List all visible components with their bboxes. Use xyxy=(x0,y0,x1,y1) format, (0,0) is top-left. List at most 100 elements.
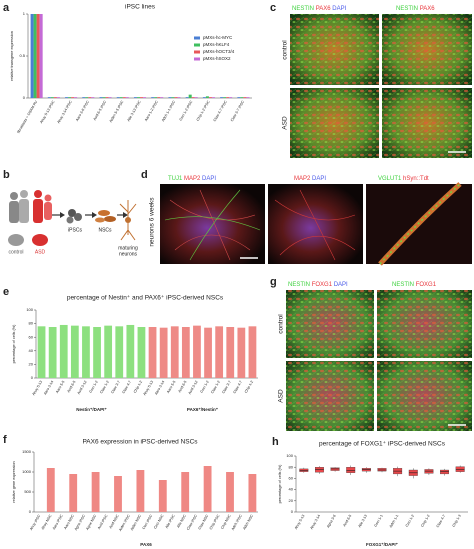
bar xyxy=(148,327,157,378)
x-tick-label: Ahoy 5-13 iPSC xyxy=(39,100,55,124)
bar xyxy=(177,97,181,98)
panel-label: h xyxy=(272,436,279,448)
person xyxy=(20,190,28,198)
bar xyxy=(205,96,209,98)
x-tick-label: Ceci 1-2 xyxy=(405,514,415,528)
x-tick-label: Aiden NSC xyxy=(130,514,143,532)
micrographs xyxy=(160,182,472,266)
group-label: Nestin⁺/DAPI⁺ xyxy=(76,407,107,412)
x-tick-label: Claw 1-2 xyxy=(99,380,110,394)
chart-title: percentage of FOXG1⁺ iPSC-derived NSCs xyxy=(319,441,446,448)
bar xyxy=(237,327,246,378)
y-tick-label: 60 xyxy=(29,334,34,339)
texture xyxy=(286,361,374,431)
chart-title: percentage of Nestin⁺ and PAX6⁺ iPSC-der… xyxy=(67,295,224,302)
stage-label: maturing xyxy=(118,245,138,251)
x-tick-label: Claw 3-7 iPSC xyxy=(230,100,245,123)
bar xyxy=(158,480,167,512)
bar xyxy=(208,97,212,98)
group-label: ASD xyxy=(35,249,46,255)
x-tick-label: Chip 1-2 xyxy=(420,514,430,528)
bar xyxy=(50,97,54,98)
x-tick-label: Aaro 3-6 iPSC xyxy=(75,100,90,122)
x-tick-label: Claw 4-7 xyxy=(121,380,132,394)
x-tick-label: Avid iPSC xyxy=(97,514,109,530)
person xyxy=(10,192,18,200)
legend-swatch xyxy=(194,50,200,54)
x-tick-label: Alle 3-13 iPSC xyxy=(127,100,142,123)
arrowhead xyxy=(123,212,128,218)
stain: NESTIN xyxy=(292,6,314,12)
image-header: TUJ1 MAP2 DAPI xyxy=(168,176,216,182)
x-tick-label: Chip iPSC xyxy=(209,514,221,531)
bar xyxy=(243,97,247,98)
bar xyxy=(240,97,244,98)
image-header: NESTIN FOXG1 DAPI xyxy=(288,282,348,288)
bar xyxy=(59,324,68,378)
bar xyxy=(188,94,192,98)
texture xyxy=(290,88,379,158)
bar xyxy=(114,476,122,512)
y-tick-label: 1000 xyxy=(22,469,32,474)
stain: NESTIN xyxy=(396,6,418,12)
legend-label: pMXs-hc-MYC xyxy=(203,35,233,40)
bar xyxy=(171,97,175,98)
stain: NESTIN xyxy=(392,282,414,288)
stain: VGLUT1 xyxy=(378,176,402,182)
x-tick-label: Adch 1-1 xyxy=(389,514,400,528)
cell xyxy=(68,209,76,217)
person xyxy=(19,199,29,223)
legend-label: pMXs-hOCT3/4 xyxy=(203,49,235,54)
panel-label: a xyxy=(3,2,10,14)
x-tick-label: Ceci 1-2 xyxy=(200,380,210,394)
micrographs xyxy=(290,14,472,158)
arrowhead xyxy=(60,212,65,218)
x-tick-label: Ceci 1-1 xyxy=(374,514,384,528)
bar xyxy=(226,97,230,98)
bar xyxy=(65,97,69,98)
bar xyxy=(185,97,189,98)
row-label: control xyxy=(282,40,289,60)
bar xyxy=(125,97,129,98)
group-label: control xyxy=(8,249,23,255)
y-tick-label: 40 xyxy=(29,348,34,353)
arrowhead xyxy=(92,212,97,218)
stain: hSyn::Tdt xyxy=(403,176,429,182)
x-tick-label: Agna 3-6 xyxy=(326,514,337,529)
bar xyxy=(56,97,60,98)
x-tick-label: Ahoy 3-14 iPSC xyxy=(57,100,73,124)
x-tick-label: Alle 3-13 xyxy=(357,514,368,528)
bar xyxy=(193,325,201,378)
x-tick-label: Aiden 5-5 iPSC xyxy=(109,100,125,124)
bar xyxy=(194,97,198,98)
bar xyxy=(71,97,75,98)
x-tick-label: Adch 1-1 iPSC xyxy=(161,100,176,123)
micrograph xyxy=(160,184,265,264)
person xyxy=(44,202,52,220)
neurite xyxy=(164,189,261,261)
stain: FOXG1 xyxy=(312,282,333,288)
bar xyxy=(237,97,241,98)
x-tick-label: Aaro NSC xyxy=(63,514,75,530)
bar xyxy=(47,97,51,98)
texture xyxy=(377,361,472,431)
bar xyxy=(88,97,92,98)
y-tick-label: 500 xyxy=(24,489,31,494)
bar xyxy=(68,97,72,98)
x-tick-label: Ahoy 5-13 xyxy=(143,380,155,396)
x-tick-label: Ceci 1-2 iPSC xyxy=(179,100,194,122)
image-header: MAP2 DAPI xyxy=(294,176,326,182)
row-label: neurons 6 weeks xyxy=(149,197,156,247)
synapse xyxy=(379,183,461,265)
y-tick-label: 0 xyxy=(29,509,32,514)
stage-label: iPSCs xyxy=(68,227,82,233)
y-tick-label: 0 xyxy=(23,95,26,100)
bar xyxy=(136,97,140,98)
x-tick-label: Alle NSC xyxy=(176,514,187,529)
bar xyxy=(82,97,86,98)
row-label: ASD xyxy=(278,389,285,403)
y-tick-label: 100 xyxy=(26,307,33,312)
x-tick-label: Avid 6-5 xyxy=(67,380,77,393)
